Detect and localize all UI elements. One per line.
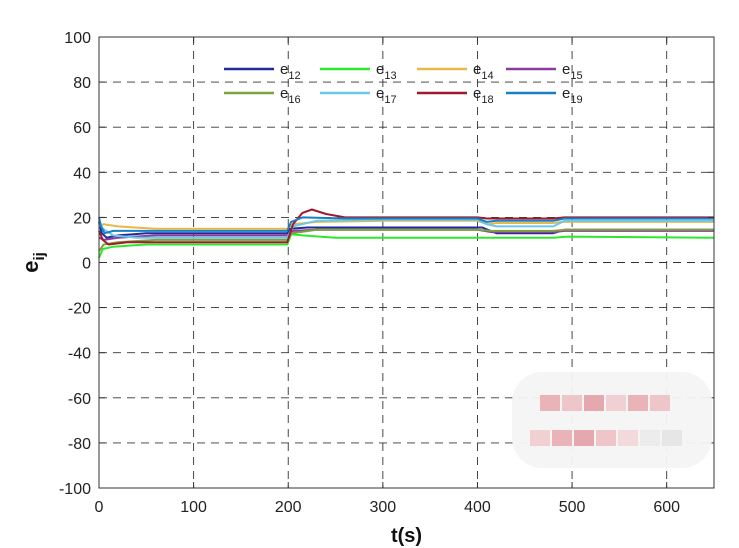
y-tick-label: -20 — [68, 301, 91, 318]
series-line-e17 — [98, 218, 714, 239]
y-tick-label: -100 — [59, 481, 91, 498]
x-tick-label: 400 — [464, 499, 491, 516]
watermark-block — [640, 430, 660, 446]
series-line-e16 — [98, 228, 714, 252]
watermark-block — [628, 395, 648, 411]
y-tick-label: -60 — [68, 391, 91, 408]
watermark-block — [552, 430, 572, 446]
x-axis-ticks: 0 100 200 300 400 500 600 — [95, 37, 680, 516]
y-tick-label: 0 — [82, 256, 91, 273]
y-tick-label: 40 — [73, 165, 91, 182]
grid — [99, 37, 714, 488]
y-axis-label-sub: ij — [31, 252, 48, 260]
watermark-block — [618, 430, 638, 446]
legend: e12 e13 e14 e15 e16 e17 e18 e19 — [224, 61, 583, 106]
watermark-block — [650, 395, 670, 411]
legend-label-e19: e19 — [562, 85, 583, 106]
series-lines — [98, 208, 715, 259]
watermark-block — [540, 395, 560, 411]
watermark-block — [562, 395, 582, 411]
watermark-block — [574, 430, 594, 446]
x-tick-label: 0 — [95, 499, 104, 516]
series-line-e13 — [98, 233, 715, 259]
series-line-e15 — [98, 228, 714, 241]
x-tick-label: 500 — [559, 499, 586, 516]
watermark-block — [596, 430, 616, 446]
y-axis-label-base: e — [18, 261, 43, 273]
legend-label-e18: e18 — [473, 85, 494, 106]
legend-label-e15: e15 — [562, 61, 583, 82]
legend-item-e14: e14 — [417, 61, 494, 82]
series-line-e14 — [98, 219, 714, 230]
y-tick-label: 80 — [73, 75, 91, 92]
watermark-pad — [512, 372, 712, 468]
legend-item-e17: e17 — [320, 85, 397, 106]
legend-item-e16: e16 — [224, 85, 301, 106]
legend-label-e12: e12 — [280, 61, 301, 82]
y-tick-label: -40 — [68, 346, 91, 363]
watermark-block — [584, 395, 604, 411]
watermark-block — [662, 430, 682, 446]
legend-label-e14: e14 — [473, 61, 494, 82]
y-axis-label: eij — [18, 252, 48, 273]
y-tick-label: 60 — [73, 120, 91, 137]
legend-item-e15: e15 — [506, 61, 583, 82]
legend-item-e13: e13 — [320, 61, 397, 82]
legend-label-e13: e13 — [376, 61, 397, 82]
legend-item-e18: e18 — [417, 85, 494, 106]
x-axis-label: t(s) — [391, 525, 422, 547]
legend-label-e16: e16 — [280, 85, 301, 106]
y-tick-label: 20 — [73, 210, 91, 227]
x-tick-label: 100 — [180, 499, 207, 516]
series-line-e18 — [98, 208, 714, 246]
watermark-block — [530, 430, 550, 446]
legend-item-e19: e19 — [506, 85, 583, 106]
x-tick-label: 300 — [369, 499, 396, 516]
series-line-e12 — [98, 221, 714, 239]
watermark-blur — [512, 372, 712, 468]
y-axis-ticks: -100 -80 -60 -40 -20 0 20 40 60 80 100 — [59, 30, 714, 498]
series-line-e19 — [98, 216, 714, 235]
legend-label-e17: e17 — [376, 85, 397, 106]
x-tick-label: 200 — [275, 499, 302, 516]
watermark-block — [606, 395, 626, 411]
legend-item-e12: e12 — [224, 61, 301, 82]
x-tick-label: 600 — [653, 499, 680, 516]
y-tick-label: 100 — [64, 30, 91, 47]
y-tick-label: -80 — [68, 436, 91, 453]
